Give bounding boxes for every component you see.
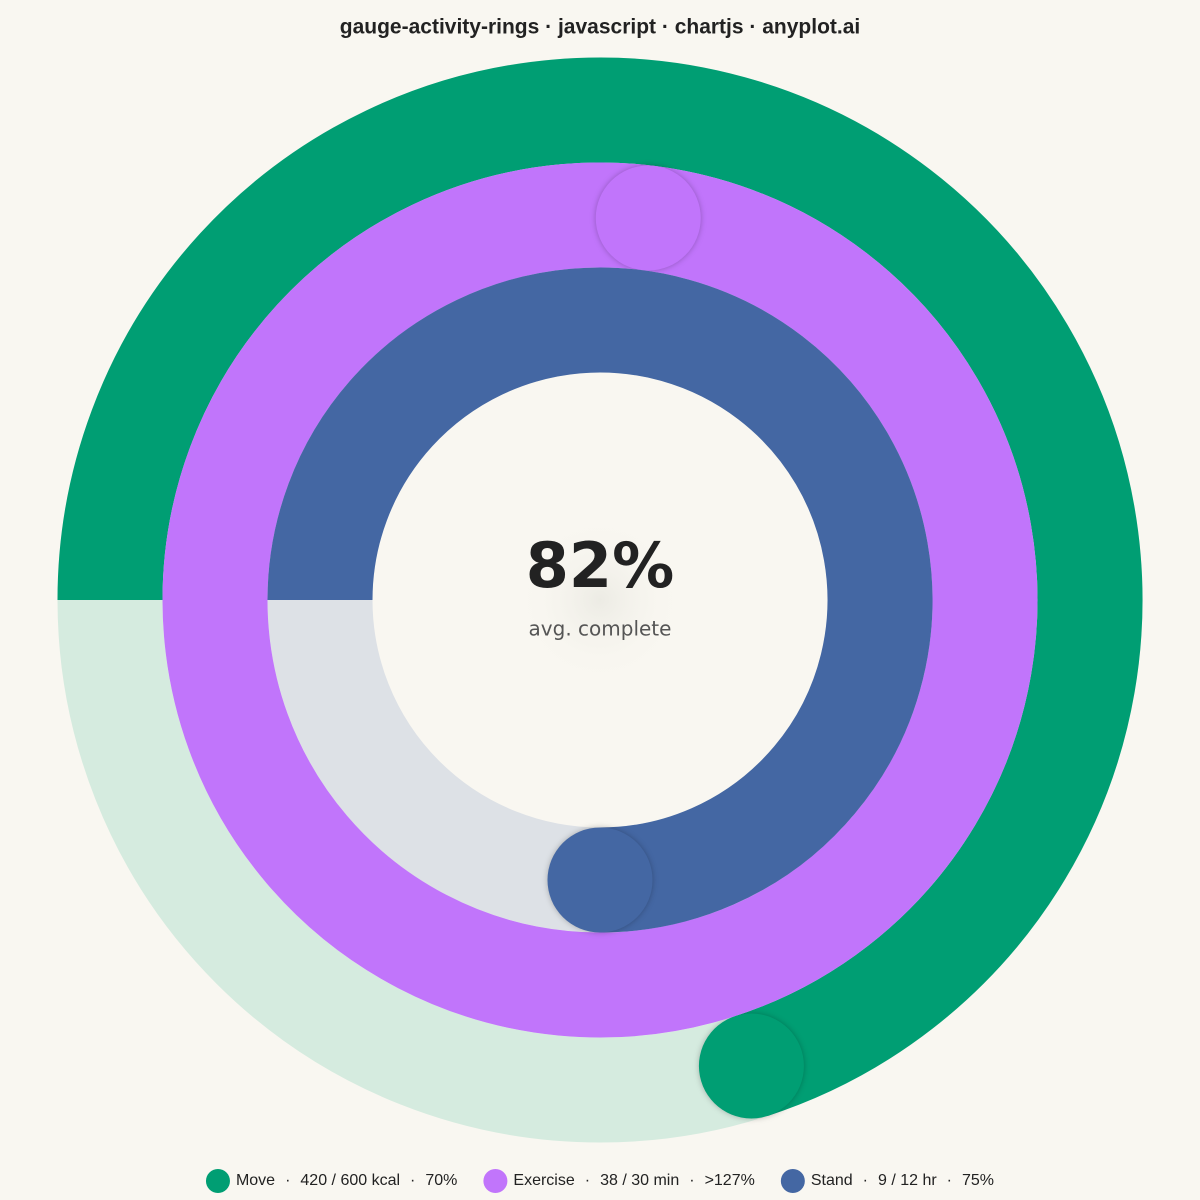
chart-title: gauge-activity-rings · javascript · char… [340,16,860,39]
legend-detail: 420 / 600 kcal [300,1172,400,1189]
ring-end-cap [595,165,701,271]
legend-separator: · [585,1172,590,1189]
legend-detail: 9 / 12 hr [878,1172,937,1189]
legend-swatch [483,1169,508,1193]
legend-value: 75% [962,1172,994,1189]
legend-item: Move · 420 / 600 kcal · 70% [205,1169,457,1193]
legend-name: Exercise [513,1172,574,1189]
ring-end-cap [698,1013,804,1119]
rings [57,57,1143,1143]
legend-item: Exercise · 38 / 30 min · >127% [483,1169,755,1193]
legend-value: 70% [425,1172,457,1189]
legend-separator: · [947,1172,952,1189]
legend-swatch [780,1169,805,1193]
legend-separator: · [863,1172,868,1189]
ring-arc [162,162,1038,1038]
center-caption: avg. complete [529,617,672,641]
ring-end-cap [547,827,653,933]
legend-name: Move [236,1172,275,1189]
center-glow [515,515,685,685]
legend-separator: · [410,1172,415,1189]
ring-arc [267,267,933,933]
legend-separator: · [689,1172,694,1189]
legend: Move · 420 / 600 kcal · 70% Exercise · 38 / 30 … [205,1169,994,1193]
legend-swatch [205,1169,230,1193]
legend-value: >127% [705,1172,755,1189]
ring-arc [57,57,1143,1116]
legend-detail: 38 / 30 min [600,1172,679,1189]
legend-name: Stand [811,1172,853,1189]
legend-separator: · [285,1172,290,1189]
legend-item: Stand · 9 / 12 hr · 75% [780,1169,994,1193]
center-value: 82% [526,529,674,602]
